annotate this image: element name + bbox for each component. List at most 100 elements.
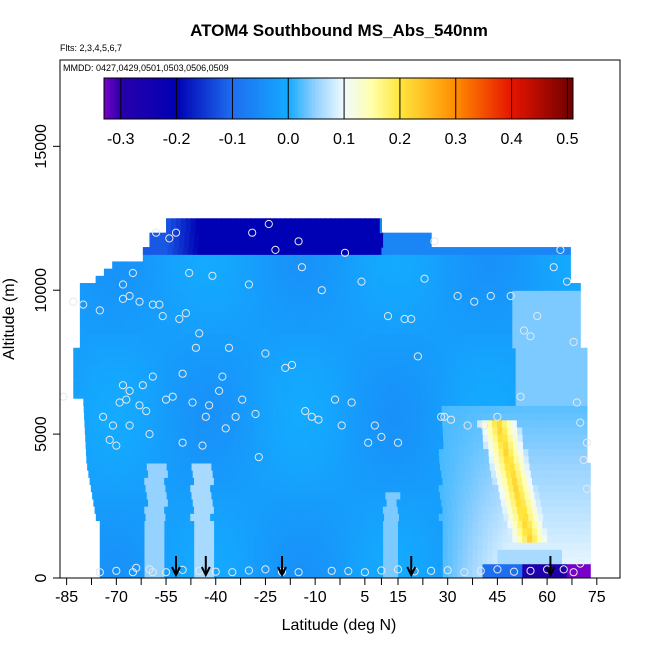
heatmap-cell <box>73 369 79 378</box>
heatmap-cell <box>572 441 579 450</box>
heatmap-cell <box>570 369 576 378</box>
sample-point <box>218 372 227 381</box>
heatmap-cell <box>156 462 163 471</box>
heatmap-cell <box>106 455 112 464</box>
sample-point <box>264 219 273 229</box>
heatmap-cell <box>169 434 176 442</box>
sample-point <box>526 566 535 575</box>
heatmap-cell <box>478 448 485 457</box>
heatmap-cell <box>415 261 421 270</box>
colorbar-segment <box>203 78 208 119</box>
heatmap-cell <box>485 383 492 392</box>
heatmap-cell <box>431 405 438 414</box>
heatmap-cell <box>197 376 204 385</box>
heatmap-cell <box>451 376 457 385</box>
heatmap-cell <box>422 326 429 334</box>
heatmap-cell <box>317 498 323 507</box>
heatmap-cell <box>122 362 129 370</box>
heatmap-cell <box>134 426 141 435</box>
heatmap-cell <box>215 448 221 457</box>
heatmap-cell <box>466 470 472 478</box>
heatmap-cell <box>295 455 301 464</box>
heatmap-cell <box>565 254 571 263</box>
heatmap-cell <box>228 319 235 327</box>
heatmap-cell <box>212 405 219 414</box>
heatmap-cell <box>323 556 329 565</box>
heatmap-cell <box>432 556 439 565</box>
heatmap-cell <box>552 311 558 320</box>
heatmap-cell <box>189 239 195 248</box>
heatmap-cell <box>238 426 245 435</box>
heatmap-cell <box>412 333 419 342</box>
colorbar-segment <box>162 78 167 119</box>
heatmap-cell <box>169 542 175 550</box>
heatmap-cell <box>184 232 190 241</box>
heatmap-cell <box>452 570 459 578</box>
heatmap-cell <box>356 498 363 507</box>
heatmap-cell <box>287 412 294 421</box>
heatmap-cell <box>522 340 528 349</box>
heatmap-cell <box>132 383 139 392</box>
sample-point <box>205 401 214 410</box>
sample-point <box>95 568 104 577</box>
heatmap-cell <box>396 398 403 406</box>
heatmap-cell <box>257 268 264 277</box>
heatmap-cell <box>286 362 293 370</box>
heatmap-cell <box>417 549 424 558</box>
heatmap-cell <box>361 383 368 392</box>
sample-point <box>393 438 403 447</box>
heatmap-cell <box>507 542 513 550</box>
heatmap-cell <box>282 405 289 414</box>
heatmap-cell <box>333 239 339 248</box>
heatmap-cell <box>197 369 204 378</box>
heatmap-cell <box>364 448 370 457</box>
heatmap-cell <box>387 506 394 514</box>
heatmap-cell <box>98 369 104 378</box>
heatmap-cell <box>355 491 362 500</box>
heatmap-cell <box>585 369 588 378</box>
heatmap-cell <box>148 470 154 478</box>
heatmap-cell <box>348 283 354 291</box>
heatmap-cell <box>269 275 276 284</box>
heatmap-cell <box>326 369 333 378</box>
heatmap-cell <box>395 491 401 500</box>
heatmap-cell <box>134 319 141 327</box>
heatmap-cell <box>167 498 174 507</box>
dates-subtitle: MMDD: 0427,0429,0501,0503,0506,0509 <box>63 63 229 73</box>
heatmap-cell <box>467 319 474 327</box>
heatmap-cell <box>267 268 274 277</box>
heatmap-cell <box>323 333 329 342</box>
heatmap-cell <box>318 534 325 543</box>
heatmap-cell <box>147 362 154 370</box>
heatmap-cell <box>363 290 369 299</box>
heatmap-cell <box>238 506 245 514</box>
heatmap-cell <box>248 412 254 421</box>
heatmap-cell <box>326 347 333 356</box>
heatmap-cell <box>451 470 457 478</box>
heatmap-cell <box>416 347 422 356</box>
heatmap-cell <box>366 354 373 363</box>
heatmap-cell <box>449 455 455 464</box>
heatmap-cell <box>476 412 483 421</box>
heatmap-cell <box>180 218 187 227</box>
heatmap-cell <box>268 419 274 428</box>
heatmap-cell <box>108 369 114 378</box>
heatmap-cell <box>571 534 578 543</box>
heatmap-cell <box>338 520 344 529</box>
heatmap-cell <box>122 376 129 385</box>
heatmap-cell <box>442 304 449 313</box>
heatmap-cell <box>167 383 174 392</box>
heatmap-cell <box>452 426 459 435</box>
heatmap-cell <box>507 426 513 435</box>
heatmap-cell <box>199 297 205 306</box>
heatmap-cell <box>398 441 405 450</box>
heatmap-cell <box>263 232 270 241</box>
heatmap-cell <box>455 354 462 363</box>
heatmap-cell <box>367 268 373 277</box>
heatmap-cell <box>178 405 184 414</box>
heatmap-cell <box>576 426 583 435</box>
heatmap-cell <box>311 390 318 399</box>
heatmap-cell <box>88 347 94 356</box>
heatmap-cell <box>348 520 354 529</box>
heatmap-cell <box>478 455 485 464</box>
